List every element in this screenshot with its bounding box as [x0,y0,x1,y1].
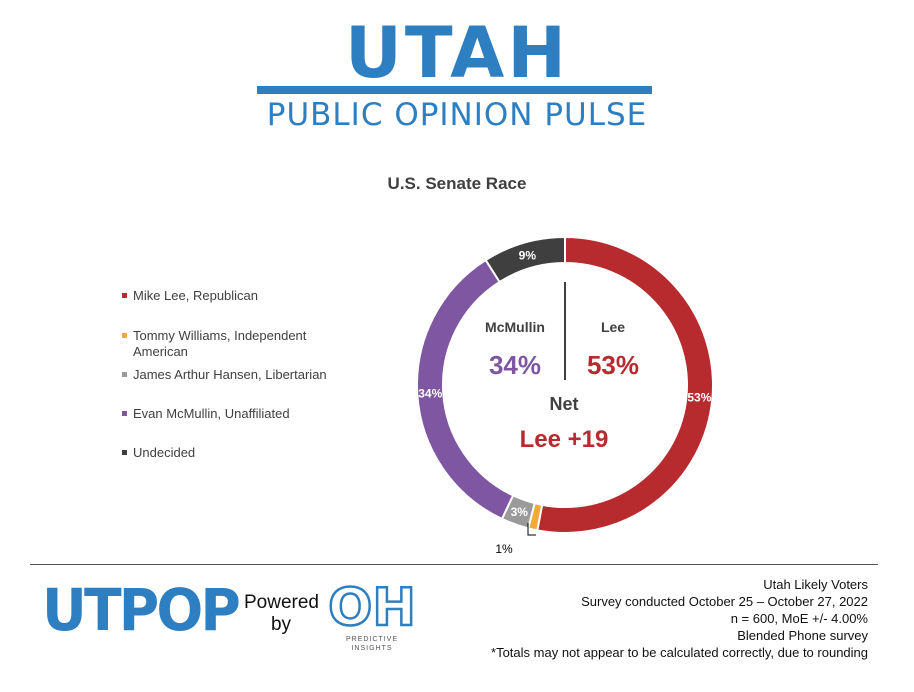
legend-swatch [122,372,127,377]
legend-label: Mike Lee, Republican [133,288,259,303]
svg-text:OH: OH [328,578,416,638]
legend-label: James Arthur Hansen, Libertarian [133,367,327,382]
center-right-name: Lee [601,319,625,335]
legend-item: Undecided [122,445,362,461]
svg-text:UTPOP: UTPOP [42,578,239,638]
legend-label: Evan McMullin, Unaffiliated [133,406,290,421]
utpop-logo: UTPOP [42,578,242,638]
footer-divider [30,564,878,565]
legend-swatch [122,411,127,416]
legend-swatch [122,450,127,455]
slice-label: 34% [418,386,442,400]
legend-item: James Arthur Hansen, Libertarian [122,367,362,383]
survey-note-line: Blended Phone survey [737,628,868,643]
center-left-name: McMullin [485,319,545,335]
svg-text:INSIGHTS: INSIGHTS [351,645,392,652]
slice-label: 3% [511,505,529,519]
donut-slice [536,235,714,534]
slice-label: 9% [519,248,537,262]
center-right-value: 53% [587,350,639,380]
survey-note-line: Survey conducted October 25 – October 27… [581,594,868,609]
donut-slice [484,235,566,284]
oh-predictive-insights-logo: OH PREDICTIVE INSIGHTS [328,577,416,652]
slice-leader-line [527,523,536,536]
legend-label: Tommy Williams, Independent American [133,328,307,359]
center-left-value: 34% [489,350,541,380]
legend-swatch [122,333,127,338]
chart-title: U.S. Senate Race [387,174,527,193]
brand-subtitle: PUBLIC OPINION PULSE [266,97,648,133]
center-net-label: Net [549,394,578,414]
survey-note-line: n = 600, MoE +/- 4.00% [730,611,868,626]
donut-chart: 53% 1% 3% 34% 9% McMullin Lee 34% 53% Net Le… [416,235,714,556]
legend-item: Tommy Williams, Independent American [122,328,362,360]
legend-label: Undecided [133,445,196,460]
survey-note-line: Utah Likely Voters [763,577,868,592]
powered-by-label: Powered by [244,592,319,635]
svg-text:PREDICTIVE: PREDICTIVE [346,636,398,643]
legend-item: Evan McMullin, Unaffiliated [122,406,362,422]
brand-divider-bar [257,86,652,94]
center-net-value: Lee +19 [520,426,609,453]
slice-label: 1% [495,542,513,556]
slice-label: 53% [687,391,711,405]
brand-title: UTAH [345,12,569,94]
legend-swatch [122,293,127,298]
survey-note-line: *Totals may not appear to be calculated … [491,645,868,660]
legend-item: Mike Lee, Republican [122,288,362,304]
survey-notes: Utah Likely Voters Survey conducted Octo… [491,576,868,661]
